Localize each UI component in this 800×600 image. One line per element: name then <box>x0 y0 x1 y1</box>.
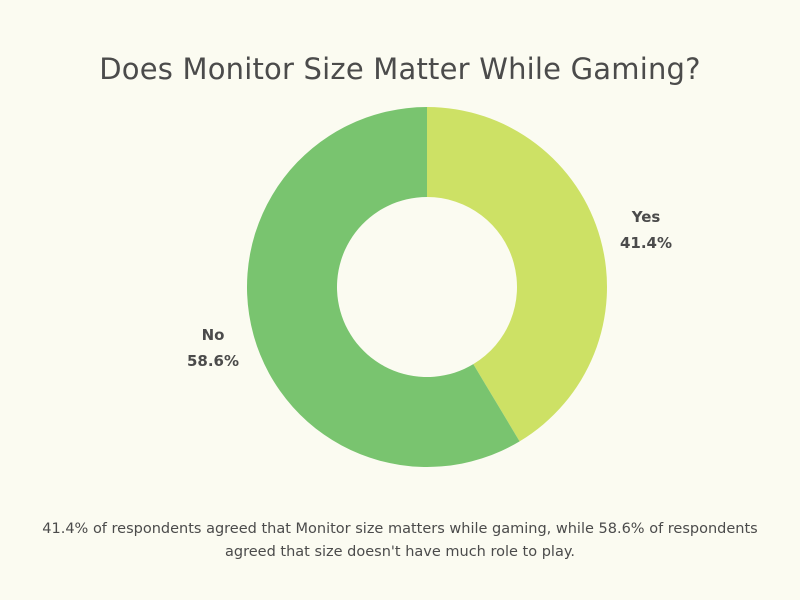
chart-caption: 41.4% of respondents agreed that Monitor… <box>42 521 758 560</box>
slice-no <box>246 107 520 468</box>
slice-label-no: No <box>202 326 225 344</box>
slice-label-yes: Yes <box>631 208 661 226</box>
slice-value-yes: 41.4% <box>620 234 672 252</box>
donut-slices <box>246 107 607 468</box>
slice-value-no: 58.6% <box>187 352 239 370</box>
slice-labels: Yes 41.4% No 58.6% <box>187 208 672 370</box>
chart-title: Does Monitor Size Matter While Gaming? <box>99 52 701 86</box>
slice-yes <box>427 107 607 442</box>
